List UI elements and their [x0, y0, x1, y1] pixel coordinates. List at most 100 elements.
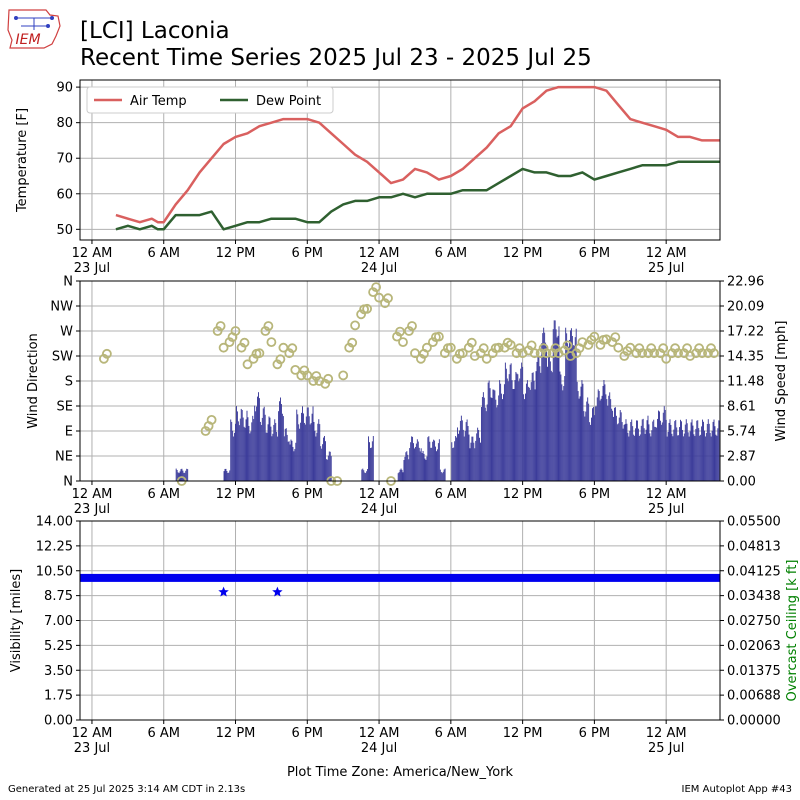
- wind-speed-bar: [539, 366, 541, 481]
- wind-speed-bar: [702, 419, 704, 481]
- wind-speed-bar: [693, 434, 695, 481]
- wind-speed-bar: [455, 436, 457, 481]
- panel-2-xtick-date: 24 Jul: [361, 502, 397, 517]
- wind-speed-bar: [305, 416, 307, 481]
- visibility-point: [272, 586, 283, 597]
- wind-speed-bar: [363, 470, 365, 481]
- wind-speed-bar: [286, 434, 288, 481]
- timezone-label: Plot Time Zone: America/New_York: [286, 765, 514, 780]
- wind-speed-bar: [550, 370, 552, 481]
- wind-speed-bar: [575, 328, 577, 481]
- wind-speed-bar: [254, 405, 256, 481]
- wind-speed-bar: [509, 364, 511, 481]
- series-line-dew-point: [115, 160, 720, 231]
- wind-speed-bar: [480, 442, 481, 481]
- wind-speed-bar: [413, 443, 414, 481]
- wind-direction-point: [427, 337, 438, 348]
- wind-direction-point: [239, 337, 250, 348]
- wind-speed-bar: [330, 456, 332, 481]
- wind-speed-bar: [284, 428, 286, 481]
- wind-speed-bar: [651, 430, 653, 481]
- wind-speed-bar: [461, 420, 463, 481]
- wind-speed-bar: [476, 433, 478, 481]
- wind-speed-bar: [680, 419, 681, 481]
- wind-direction-point: [242, 359, 253, 370]
- wind-speed-bar: [251, 422, 253, 481]
- wind-speed-bar: [527, 386, 529, 481]
- chart-subtitle: Recent Time Series 2025 Jul 23 - 2025 Ju…: [80, 45, 592, 71]
- panel-2-ytick-label: SE: [57, 400, 73, 415]
- wind-speed-bar: [671, 433, 673, 481]
- wind-speed-bar: [229, 470, 231, 481]
- wind-speed-bar: [616, 424, 618, 481]
- wind-direction-point: [260, 326, 271, 336]
- panel-2-xtick-label: 12 AM: [646, 487, 687, 502]
- wind-speed-bar: [636, 420, 637, 481]
- wind-speed-bar: [397, 473, 399, 481]
- panel-1-frame: [79, 79, 721, 241]
- wind-speed-bar: [514, 380, 516, 481]
- wind-speed-bar: [611, 408, 613, 481]
- wind-speed-bar: [605, 394, 607, 481]
- wind-speed-bar: [398, 472, 400, 481]
- wind-direction-point: [407, 321, 417, 331]
- wind-direction-point: [392, 331, 402, 342]
- wind-speed-bar: [589, 422, 591, 481]
- wind-speed-bar: [515, 371, 517, 481]
- wind-speed-bar: [549, 361, 551, 481]
- wind-direction-point: [374, 292, 385, 303]
- wind-speed-bar: [674, 421, 676, 481]
- wind-speed-bar: [279, 401, 281, 481]
- wind-speed-bar: [181, 468, 183, 481]
- wind-direction-point: [224, 337, 235, 348]
- wind-speed-bar: [519, 378, 521, 481]
- wind-speed-bar: [464, 430, 466, 481]
- wind-speed-bar: [289, 444, 291, 481]
- wind-speed-bar: [554, 320, 556, 481]
- wind-direction-point: [287, 343, 298, 354]
- wind-speed-bar: [522, 366, 524, 481]
- visibility-axis-label: Visibility [miles]: [9, 569, 24, 672]
- panel-2-ytick-label: NE: [55, 450, 73, 465]
- wind-speed-bar: [458, 430, 460, 481]
- wind-direction-point: [478, 343, 489, 354]
- wind-speed-bar: [491, 398, 493, 481]
- wind-speed-bar: [421, 453, 423, 481]
- wind-speed-bar: [712, 421, 714, 481]
- wind-direction-point: [338, 370, 349, 381]
- wind-speed-bar: [610, 399, 612, 481]
- panel-2-xtick-date: 23 Jul: [74, 502, 110, 517]
- wind-speed-bar: [543, 327, 545, 481]
- panel-2-ytick-label: NW: [50, 300, 73, 315]
- wind-direction-point: [350, 320, 361, 331]
- panel-3-y2tick-label: 0.02063: [727, 639, 781, 654]
- wind-speed-bar: [507, 381, 509, 481]
- wind-speed-bar: [316, 432, 318, 481]
- panel-1-ytick-label: 50: [56, 223, 73, 238]
- wind-direction-point: [380, 298, 390, 309]
- wind-speed-bar: [266, 432, 268, 481]
- wind-speed-bar: [288, 441, 290, 481]
- wind-speed-bar: [225, 468, 227, 481]
- wind-speed-bar: [227, 472, 229, 481]
- wind-speed-bar: [658, 411, 660, 481]
- wind-speed-bar: [715, 434, 717, 481]
- wind-speed-bar: [483, 397, 485, 481]
- wind-direction-point: [421, 342, 432, 353]
- wind-speed-bar: [676, 427, 678, 481]
- wind-speed-bar: [711, 430, 713, 481]
- wind-speed-bar: [365, 473, 367, 481]
- wind-speed-bar: [428, 436, 430, 481]
- wind-speed-bar: [470, 442, 472, 481]
- wind-speed-bar: [690, 422, 692, 481]
- wind-speed-bar: [479, 437, 481, 481]
- wind-speed-bar: [714, 426, 716, 481]
- wind-speed-bar: [698, 428, 700, 481]
- wind-speed-bar: [556, 337, 558, 481]
- wind-speed-bar: [526, 380, 528, 481]
- wind-direction-point: [661, 353, 672, 364]
- legend-frame: [86, 86, 334, 114]
- wind-speed-bar: [309, 424, 311, 481]
- wind-speed-bar: [607, 405, 609, 481]
- wind-speed-bar: [453, 447, 455, 481]
